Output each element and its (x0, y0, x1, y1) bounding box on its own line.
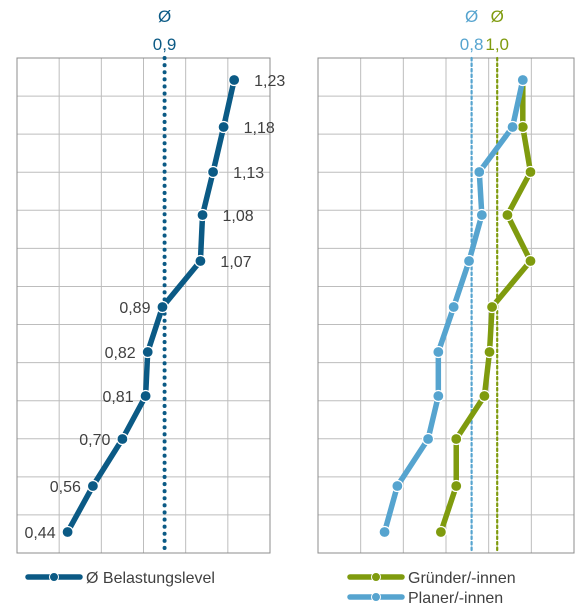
legend-label: Planer/-innen (408, 590, 503, 605)
data-point (217, 120, 230, 134)
data-point (432, 389, 445, 403)
data-point (228, 73, 241, 87)
data-point (483, 345, 496, 359)
data-point (450, 479, 463, 493)
plot-frame (317, 57, 575, 554)
data-point (485, 300, 499, 314)
average-symbol-label: Ø (158, 7, 171, 26)
data-point (473, 165, 486, 179)
data-point (432, 345, 445, 359)
series-line (64, 77, 237, 535)
data-point (61, 525, 74, 539)
legend-label: Ø Belastungslevel (86, 570, 215, 587)
data-point (524, 165, 537, 179)
left-chart-panel: Ø 0,9 1,23 1,18 1,13 1,08 1,07 0,89 0,82 0,81 0,70… (16, 7, 285, 587)
data-label: 1,18 (244, 120, 275, 137)
legend-label: Gründer/-innen (408, 570, 516, 587)
data-label: 1,13 (233, 165, 264, 182)
data-label: 0,89 (119, 300, 150, 317)
data-label: 1,08 (223, 208, 254, 225)
data-point (156, 300, 169, 314)
data-point (447, 300, 460, 314)
data-label: 0,70 (79, 432, 110, 449)
data-point (462, 254, 476, 268)
plot-frame (16, 57, 271, 554)
average-value-label: 0,9 (153, 35, 177, 54)
data-point (475, 208, 488, 222)
legend-swatch-marker (371, 572, 381, 582)
average-symbol-label: Ø (491, 7, 504, 26)
data-point (516, 73, 529, 87)
data-label: 0,81 (102, 389, 133, 406)
data-point (501, 208, 514, 222)
data-label: 0,56 (50, 479, 81, 496)
data-label: 1,23 (254, 73, 285, 90)
legend-swatch-marker (371, 592, 381, 602)
data-point (86, 479, 100, 493)
data-point (506, 120, 519, 134)
data-point (139, 389, 152, 403)
data-point (206, 165, 220, 179)
data-label: 0,82 (105, 345, 136, 362)
data-point (524, 254, 537, 268)
legend-swatch-marker (49, 572, 59, 582)
data-point (450, 432, 463, 446)
data-label: 0,44 (24, 525, 55, 542)
data-point (116, 432, 129, 446)
average-value-label: 1,0 (485, 35, 509, 54)
data-point (196, 208, 209, 222)
data-point (421, 432, 435, 446)
data-point (378, 525, 391, 539)
data-point (478, 389, 491, 403)
data-point (141, 345, 154, 359)
data-point (434, 525, 447, 539)
average-symbol-label: Ø (465, 7, 478, 26)
average-value-label: 0,8 (460, 35, 484, 54)
data-point (516, 120, 529, 134)
data-point (194, 254, 207, 268)
data-point (391, 479, 404, 493)
data-label: 1,07 (220, 254, 251, 271)
right-chart-panel: Ø 0,8 Ø 1,0 Gründer/-innen Planer/-innen (317, 7, 575, 605)
